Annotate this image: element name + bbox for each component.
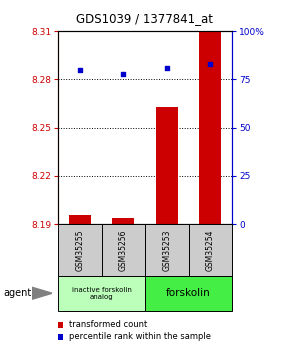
Text: inactive forskolin
analog: inactive forskolin analog: [72, 287, 131, 300]
Text: GSM35256: GSM35256: [119, 229, 128, 271]
Bar: [200, 31, 221, 224]
Bar: [145, 224, 188, 276]
Text: agent: agent: [3, 288, 31, 298]
Polygon shape: [32, 287, 52, 299]
Text: GSM35254: GSM35254: [206, 229, 215, 271]
Bar: [156, 107, 177, 224]
Bar: [102, 224, 145, 276]
Point: [208, 61, 213, 67]
Text: GDS1039 / 1377841_at: GDS1039 / 1377841_at: [77, 12, 213, 25]
Text: forskolin: forskolin: [166, 288, 211, 298]
Bar: [58, 276, 145, 310]
Bar: [69, 215, 90, 224]
Point: [121, 71, 126, 76]
Bar: [113, 218, 134, 224]
Text: transformed count: transformed count: [69, 320, 147, 329]
Bar: [188, 224, 232, 276]
Text: GSM35255: GSM35255: [75, 229, 84, 271]
Point: [164, 65, 169, 70]
Text: GSM35253: GSM35253: [162, 229, 171, 271]
Bar: [145, 276, 232, 310]
Text: percentile rank within the sample: percentile rank within the sample: [69, 332, 211, 341]
Bar: [58, 224, 102, 276]
Point: [77, 67, 82, 72]
